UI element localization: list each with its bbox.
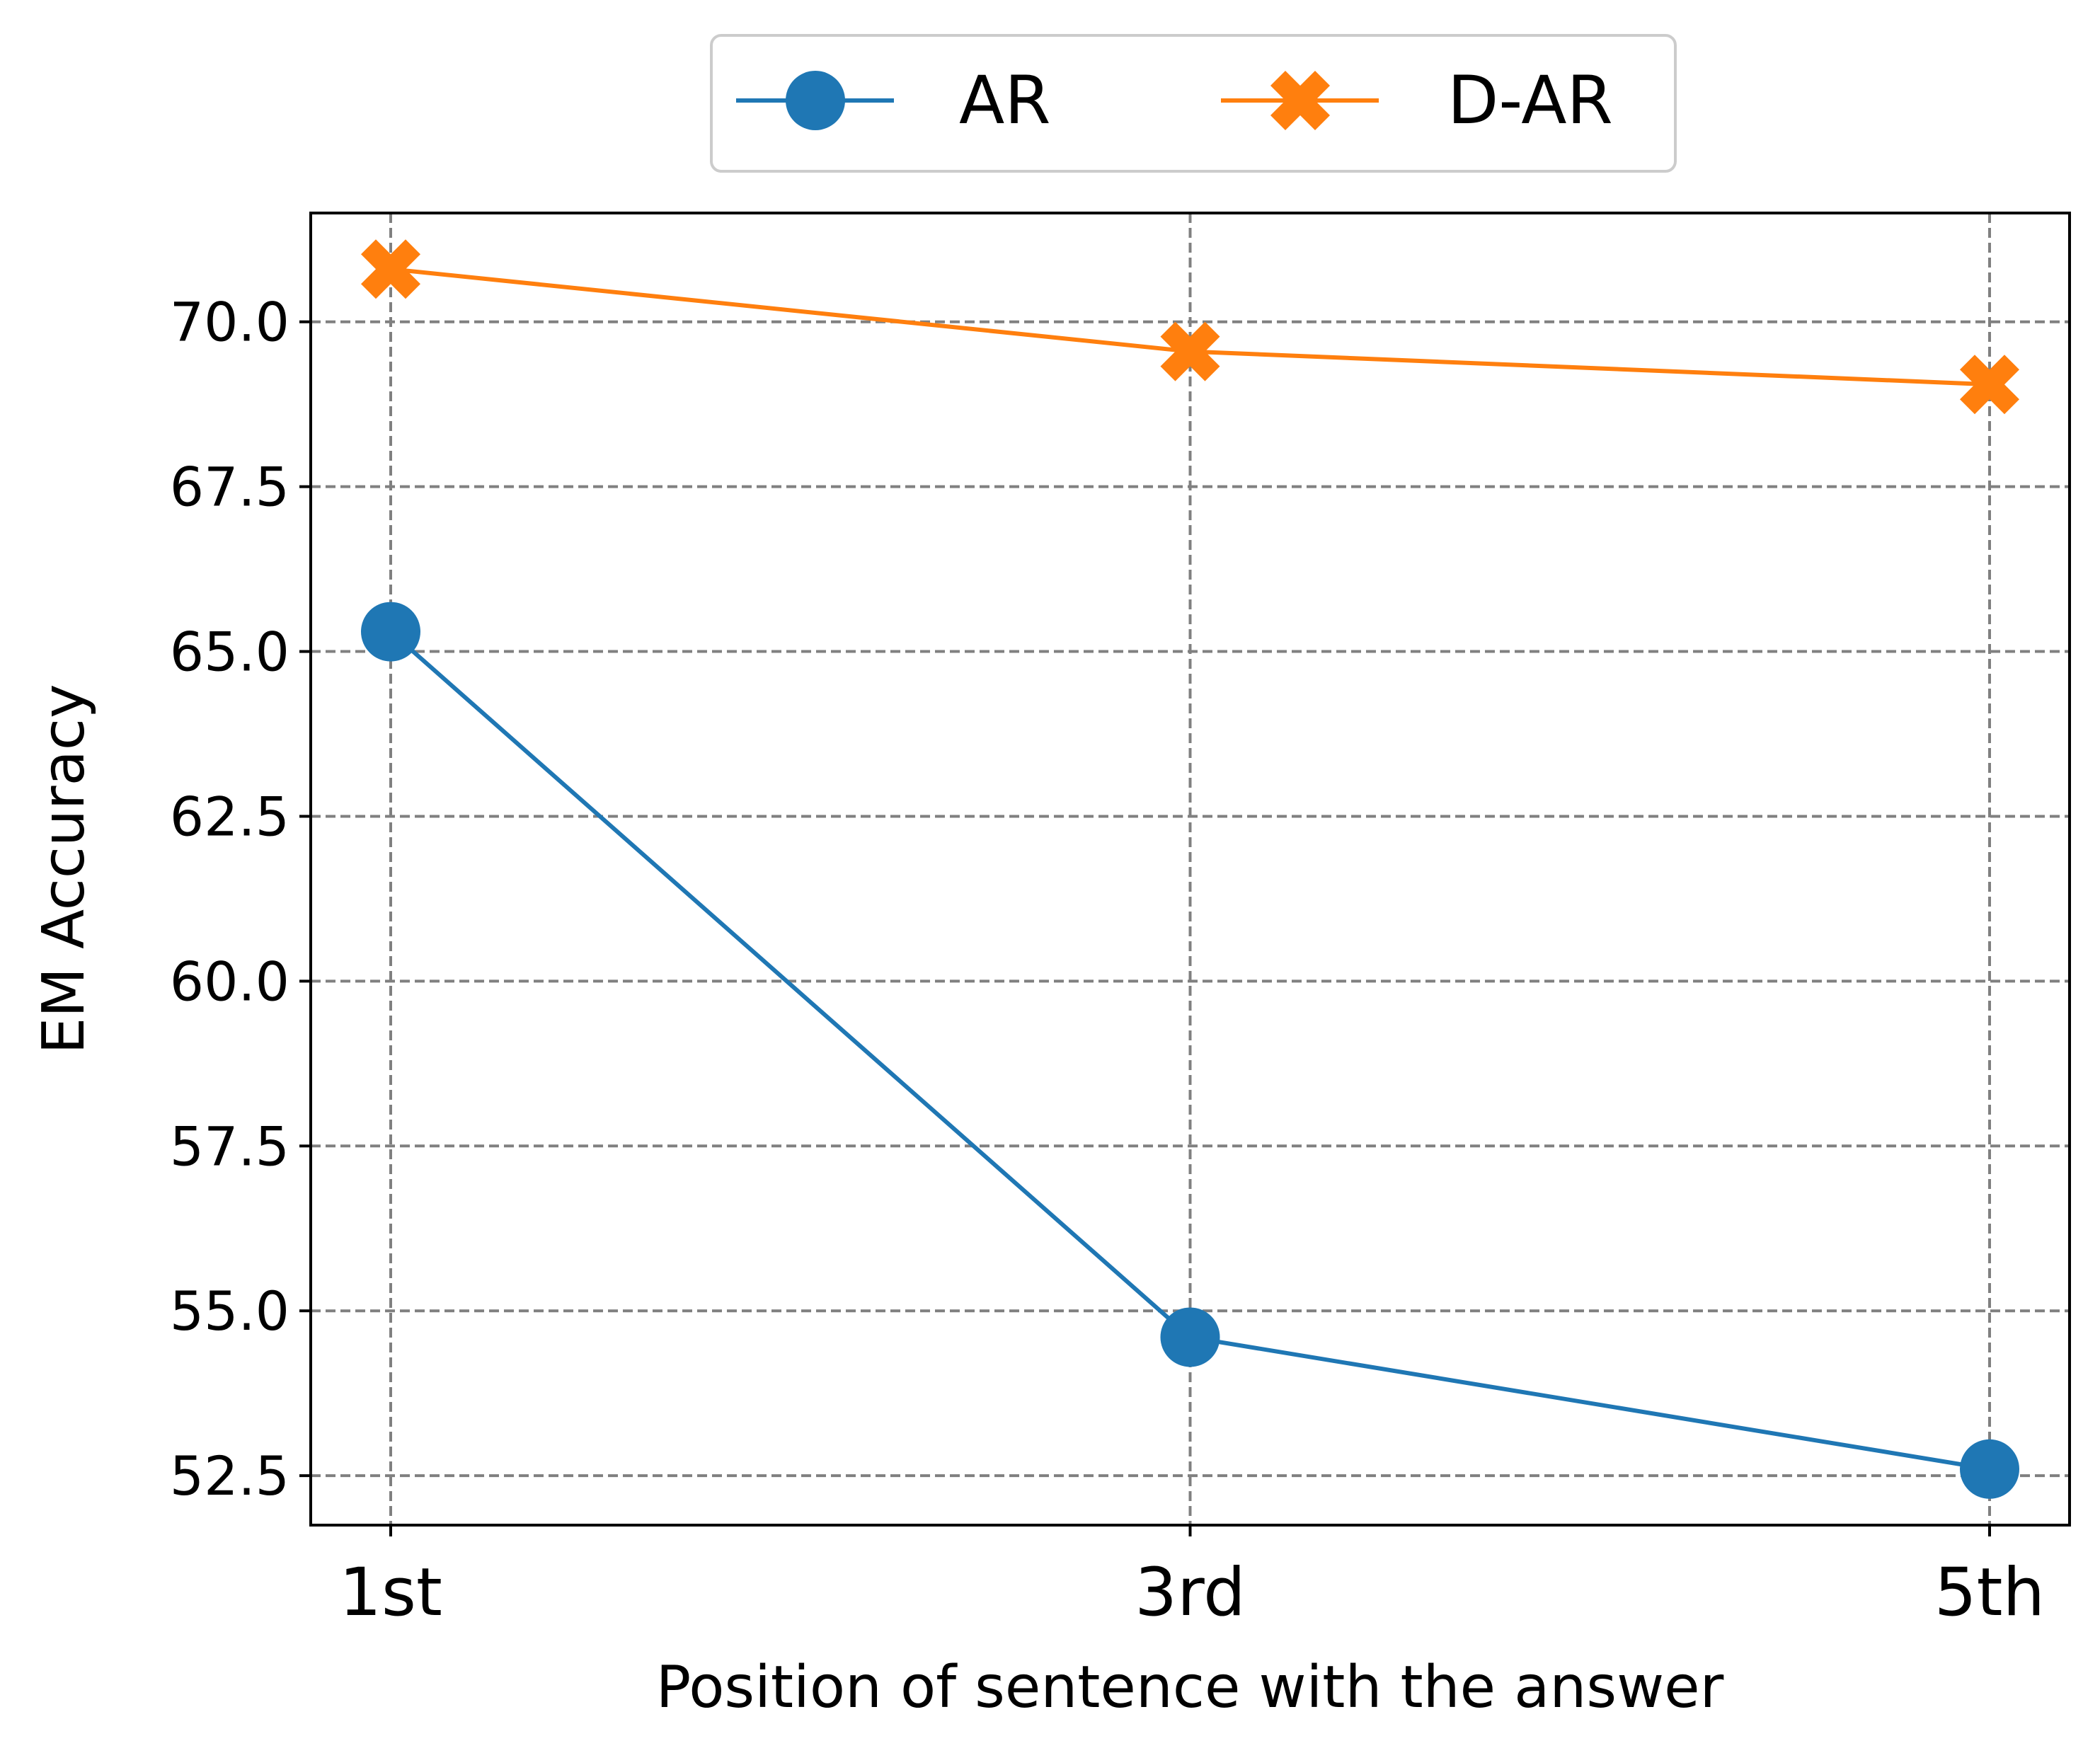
y-tick-label: 65.0: [170, 621, 289, 684]
x-axis-label: Position of sentence with the answer: [656, 1654, 1724, 1721]
legend-label-ar: AR: [959, 62, 1051, 139]
legend-marker-ar: [786, 71, 845, 130]
y-tick-label: 52.5: [170, 1444, 289, 1507]
data-point-d-ar: [1960, 355, 2019, 415]
x-tick-label: 3rd: [1135, 1554, 1245, 1631]
data-point-ar: [361, 602, 420, 662]
data-point-ar: [1960, 1439, 2019, 1499]
y-tick-label: 67.5: [170, 456, 289, 519]
grid: [311, 213, 2070, 1525]
x-axis-ticks: 1st 3rd 5th: [339, 1525, 2045, 1631]
legend-label-d-ar: D-AR: [1447, 62, 1613, 139]
legend: AR D-AR: [710, 34, 1677, 173]
y-axis-label: EM Accuracy: [30, 684, 98, 1054]
data-point-d-ar: [361, 239, 420, 299]
data-point-d-ar: [1160, 321, 1220, 381]
y-tick-label: 57.5: [170, 1115, 289, 1178]
y-tick-label: 60.0: [170, 950, 289, 1013]
legend-marker-d-ar: [1270, 71, 1330, 130]
series-group: [361, 239, 2019, 1499]
y-tick-label: 70.0: [170, 291, 289, 354]
x-tick-label: 1st: [339, 1554, 442, 1631]
data-point-ar: [1160, 1307, 1220, 1367]
legend-box: [710, 34, 1677, 173]
y-tick-label: 62.5: [170, 785, 289, 848]
plot-frame: [309, 212, 2071, 1527]
y-tick-label: 55.0: [170, 1280, 289, 1343]
x-tick-label: 5th: [1934, 1554, 2045, 1631]
y-axis-ticks: 52.5 55.0 57.5 60.0 62.5 65.0 67.5 70.0: [170, 291, 311, 1507]
